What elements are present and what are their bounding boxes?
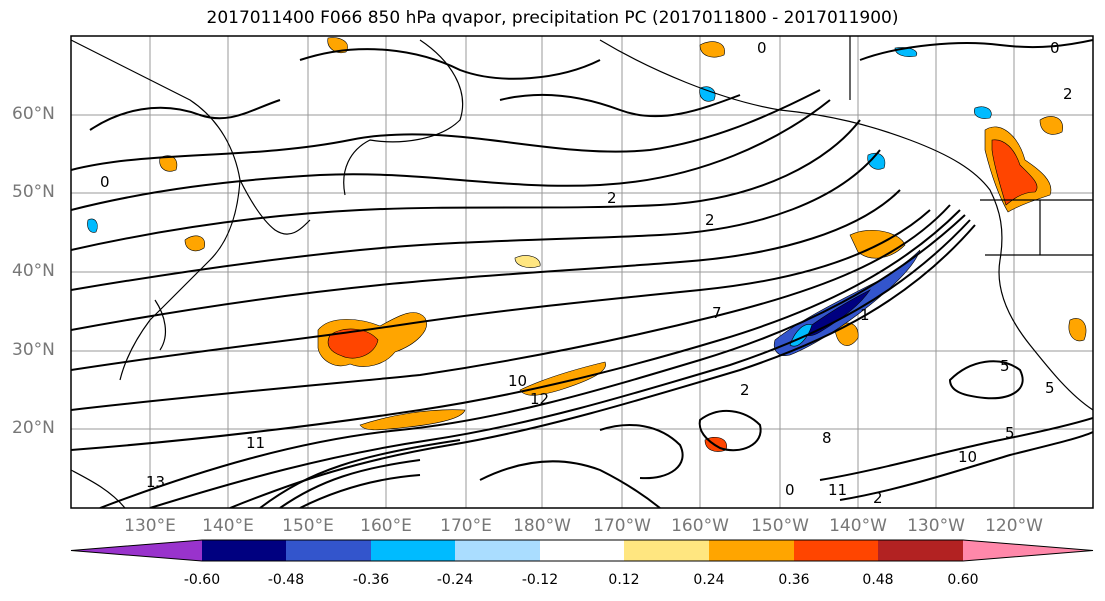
- colorbar-label: 0.36: [778, 572, 810, 588]
- lon-label: 120°W: [985, 516, 1043, 536]
- colorbar-label: -0.12: [521, 572, 559, 588]
- colorbar-segment: [71, 540, 202, 561]
- contour-label: 2: [607, 189, 617, 207]
- qvapor-contours: [71, 39, 1093, 508]
- lon-label: 160°W: [671, 516, 729, 536]
- lon-label: 150°E: [282, 516, 334, 536]
- precip-negative-shading: [87, 47, 992, 356]
- contour-label: 1: [860, 306, 870, 324]
- contour-label: 12: [530, 390, 549, 408]
- colorbar-label: 0.60: [947, 572, 979, 588]
- colorbar-segment: [286, 540, 371, 561]
- colorbar-outline: [70, 539, 1094, 562]
- contour-label: 5: [1005, 424, 1015, 442]
- contour-label: 2: [873, 489, 883, 507]
- contour-label: 0: [785, 481, 795, 499]
- lon-label: 140°E: [202, 516, 254, 536]
- colorbar-segment: [878, 540, 963, 561]
- contour-label: 11: [246, 434, 265, 452]
- contour-label: 2: [705, 211, 715, 229]
- colorbar-segment: [371, 540, 455, 561]
- colorbar-segment: [540, 540, 624, 561]
- lon-label: 180°W: [513, 516, 571, 536]
- contour-label: 13: [146, 473, 165, 491]
- colorbar-label: 0.48: [862, 572, 894, 588]
- lat-label: 20°N: [12, 418, 55, 438]
- lon-label: 140°W: [829, 516, 887, 536]
- contour-label: 0: [757, 39, 767, 57]
- lon-label: 130°W: [907, 516, 965, 536]
- contour-label: 5: [1045, 379, 1055, 397]
- contour-label: 7: [712, 304, 722, 322]
- contour-label: 8: [822, 429, 832, 447]
- lon-label: 150°W: [751, 516, 809, 536]
- lon-label: 160°E: [360, 516, 412, 536]
- lon-label: 130°E: [124, 516, 176, 536]
- lat-label: 30°N: [12, 340, 55, 360]
- colorbar-segment: [794, 540, 878, 561]
- colorbar-label: -0.60: [183, 572, 221, 588]
- lat-label: 60°N: [12, 104, 55, 124]
- lat-label: 40°N: [12, 261, 55, 281]
- contour-label: 10: [508, 372, 527, 390]
- lon-label: 170°W: [593, 516, 651, 536]
- coastlines: [71, 36, 1093, 508]
- colorbar-label: 0.12: [608, 572, 640, 588]
- precip-positive-shading: [159, 37, 1087, 452]
- contour-label: 2: [1063, 85, 1073, 103]
- lon-label: 170°E: [440, 516, 492, 536]
- colorbar-segment: [624, 540, 709, 561]
- contour-label: 2: [740, 381, 750, 399]
- colorbar-label: -0.48: [267, 572, 305, 588]
- colorbar-label: 0.24: [693, 572, 725, 588]
- contour-labels: 0 0 0 2 2 2 5 5 5 8 10 10 11 11 12 13 2 …: [100, 39, 1073, 507]
- colorbar-segment: [709, 540, 794, 561]
- colorbar-segment: [202, 540, 286, 561]
- contour-label: 0: [100, 173, 110, 191]
- lat-label: 50°N: [12, 182, 55, 202]
- colorbar-segment: [963, 540, 1093, 561]
- colorbar-label: -0.36: [352, 572, 390, 588]
- colorbar-segment: [455, 540, 540, 561]
- contour-label: 10: [958, 448, 977, 466]
- colorbar-label: -0.24: [436, 572, 474, 588]
- map-title: 2017011400 F066 850 hPa qvapor, precipit…: [206, 8, 899, 28]
- contour-label: 11: [828, 481, 847, 499]
- contour-label: 5: [1000, 357, 1010, 375]
- contour-label: 0: [1050, 39, 1060, 57]
- plot-frame: [70, 35, 1094, 509]
